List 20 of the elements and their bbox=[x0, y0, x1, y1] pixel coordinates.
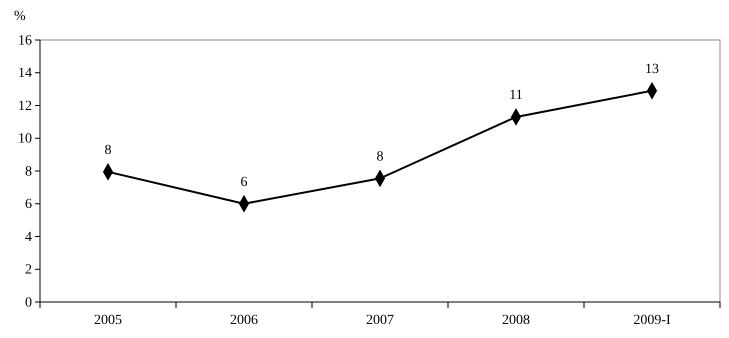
data-label: 11 bbox=[509, 88, 523, 103]
y-tick-label: 0 bbox=[25, 295, 32, 310]
y-tick-label: 14 bbox=[18, 66, 32, 82]
x-tick-label: 2008 bbox=[502, 312, 530, 328]
y-tick-label: 16 bbox=[18, 33, 32, 48]
y-tick-label: 8 bbox=[25, 164, 32, 180]
y-tick-label: 4 bbox=[25, 230, 32, 245]
data-label: 13 bbox=[645, 62, 659, 77]
y-tick-label: 2 bbox=[25, 262, 32, 278]
data-label: 8 bbox=[376, 149, 384, 164]
y-axis-title: % bbox=[14, 9, 26, 24]
y-tick-label: 12 bbox=[18, 98, 32, 114]
x-tick-label: 2005 bbox=[94, 312, 122, 328]
data-label: 8 bbox=[104, 142, 112, 158]
y-tick-label: 10 bbox=[18, 132, 32, 147]
x-tick-label: 2009-I bbox=[633, 312, 671, 328]
x-tick-label: 2006 bbox=[230, 312, 258, 328]
y-tick-label: 6 bbox=[25, 197, 32, 212]
x-tick-label: 2007 bbox=[366, 312, 394, 328]
data-label: 6 bbox=[240, 174, 248, 190]
